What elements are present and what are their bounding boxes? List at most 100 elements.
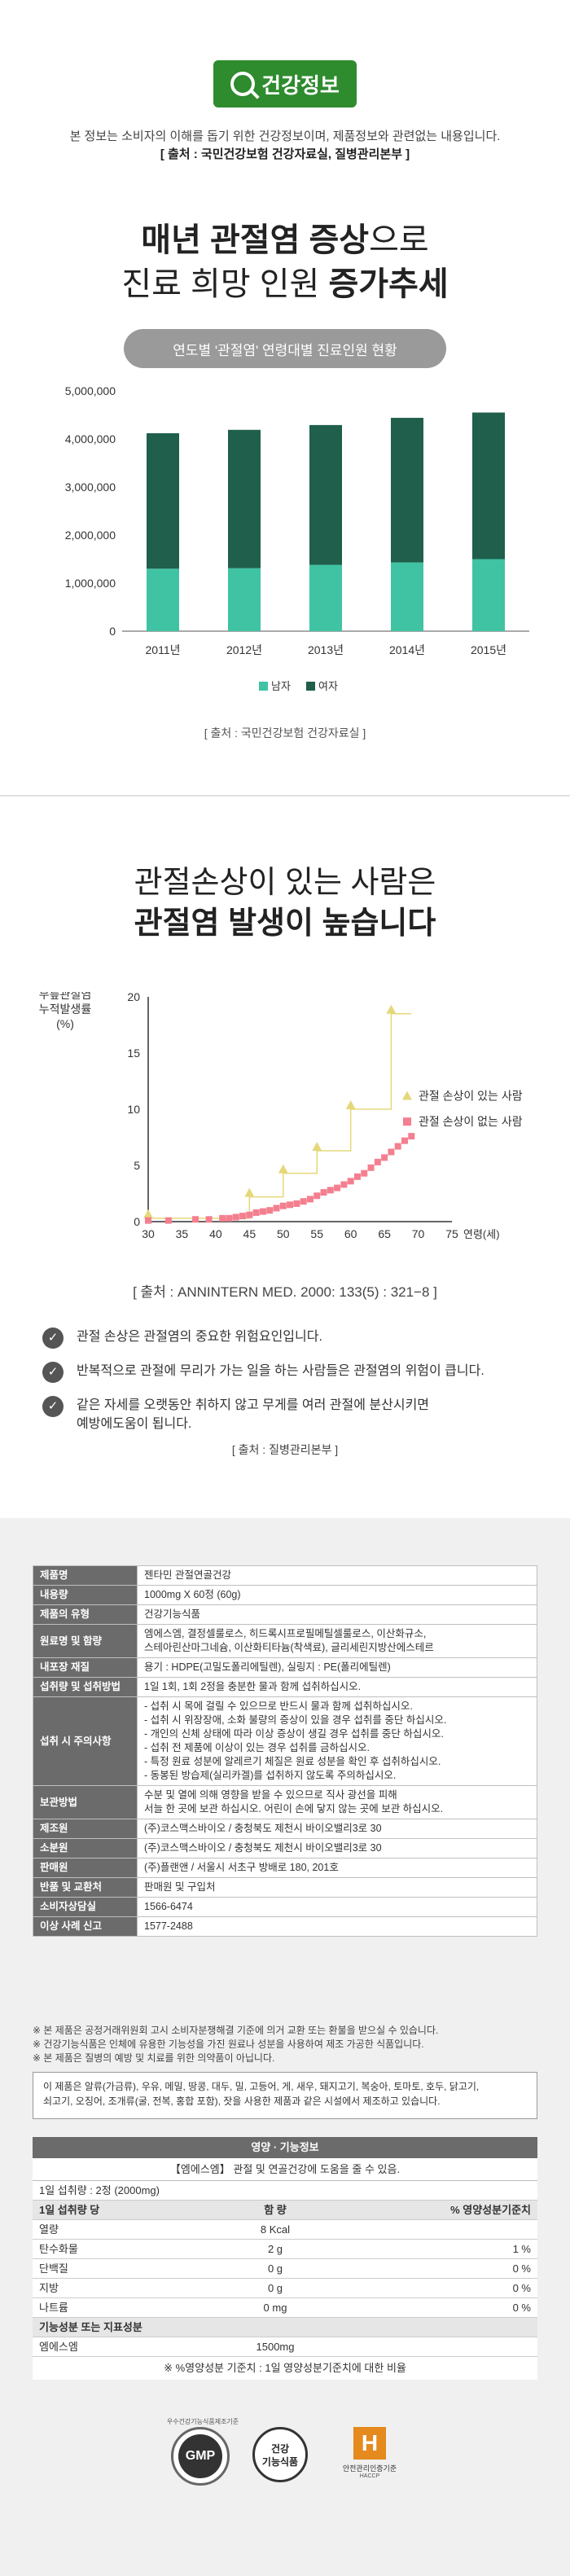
square-point	[361, 1170, 368, 1177]
func-name: 엠에스엠	[39, 2341, 78, 2353]
bar-segment	[391, 562, 423, 631]
headline1-bold: 매년 관절염 증상	[141, 222, 370, 258]
spec-row: 판매원 (주)플랜앤 / 서울시 서초구 방배로 180, 201호	[33, 1858, 537, 1878]
square-point	[388, 1148, 395, 1156]
square-point	[259, 1208, 266, 1215]
y-tick-label: 15	[127, 1047, 140, 1060]
func-pct	[349, 2337, 531, 2356]
nutrition-subtitle: 【엠에스엠】 관절 및 연골건강에 도움을 줄 수 있음.	[33, 2158, 537, 2181]
square-point	[164, 1217, 172, 1224]
nutrition-cell: 지방	[39, 2282, 59, 2294]
gmp-text: GMP	[178, 2434, 222, 2478]
spec-row: 반품 및 교환처 판매원 및 구입처	[33, 1877, 537, 1898]
spec-row: 내포장 재질 용기 : HDPE(고밀도폴리에틸렌), 실링지 : PE(폴리에틸…	[33, 1657, 537, 1678]
chart1-source: [ 출처 : 국민건강보험 건강자료실 ]	[204, 726, 366, 739]
spec-key: 반품 및 교환처	[33, 1877, 138, 1898]
nutrition-rows: 열량 8 Kcal 탄수화물 2 g 1 % 단백질 0 g 0 % 지방 0 g 0 % 나트륨 0 …	[33, 2220, 537, 2318]
section2-headline2: 관절염 발생이 높습니다	[134, 906, 436, 941]
legend-label: 여자	[318, 680, 338, 692]
intro-source: [ 출처 : 국민건강보험 건강자료실, 질병관리본부 ]	[160, 147, 410, 161]
spec-key: 내용량	[33, 1585, 138, 1605]
headline2-bold: 증가추세	[328, 266, 449, 302]
square-point	[381, 1154, 388, 1161]
nutrition-cell: 0 mg	[263, 2302, 287, 2314]
note-line: ※ 본 제품은 질병의 예방 및 치료를 위한 의약품이 아닙니다.	[33, 2052, 275, 2064]
legend-label: 관절 손상이 있는 사람	[419, 1089, 523, 1102]
triangle-point	[312, 1142, 322, 1152]
y-tick-label: 4,000,000	[65, 432, 116, 445]
nutrition-header-row: 1일 섭취량 당 함 량 % 영양성분기준치	[33, 2201, 537, 2220]
headline-line2: 진료 희망 인원 증가추세	[0, 257, 570, 305]
square-point	[334, 1184, 341, 1191]
y-tick-label: 5,000,000	[65, 384, 116, 397]
spec-key: 이상 사례 신고	[33, 1916, 138, 1937]
nutrition-cell: 단백질	[39, 2262, 68, 2275]
x-tick-label: 65	[378, 1227, 391, 1240]
nutrition-row: 지방 0 g 0 %	[33, 2279, 537, 2298]
bar-segment	[309, 564, 342, 631]
square-point	[353, 1173, 361, 1180]
x-tick-label: 2012년	[226, 643, 262, 656]
square-point	[408, 1133, 415, 1140]
product-info-section: 제품명 젠타민 관절연골건강 내용량 1000mg X 60정 (60g) 제품의 유형…	[0, 1518, 570, 2576]
square-point	[394, 1143, 401, 1150]
gmp-caption: 우수건강기능식품제조기준	[166, 2418, 239, 2425]
square-point	[367, 1164, 375, 1171]
func-header: 기능성분 또는 지표성분	[39, 2321, 142, 2333]
health-info-section: 건강정보 본 정보는 소비자의 이해를 돕기 위한 건강정보이며, 제품정보와 …	[0, 0, 570, 798]
legend-swatch	[306, 682, 315, 691]
square-point	[273, 1205, 280, 1212]
y-axis-label: 누적발생률	[39, 1003, 92, 1016]
square-point	[219, 1214, 226, 1222]
spec-value: 수분 및 열에 의해 영향을 받을 수 있으므로 직사 광선을 피해 서늘 한 …	[137, 1785, 537, 1819]
bullet-text: 같은 자세를 오랫동안 취하지 않고 무게를 여러 관절에 분산시키면 예방에도…	[77, 1398, 430, 1431]
spec-row: 소비자상담실 1566-6474	[33, 1897, 537, 1917]
note-line: ※ 본 제품은 공정거래위원회 고시 소비자분쟁해결 기준에 의거 교환 또는 …	[33, 2025, 439, 2036]
bullet-item: ✓ 같은 자세를 오랫동안 취하지 않고 무게를 여러 관절에 분산시키면 예방…	[42, 1396, 531, 1433]
allergy-notice: 이 제품은 알류(가금류), 우유, 메밀, 땅콩, 대두, 밀, 고등어, 게…	[33, 2072, 537, 2119]
y-axis-label: (%)	[56, 1017, 74, 1030]
square-point	[145, 1217, 151, 1224]
spec-value: 건강기능식품	[137, 1604, 537, 1625]
func-header-row: 기능성분 또는 지표성분	[33, 2318, 537, 2337]
triangle-point	[143, 1209, 153, 1218]
x-tick-label: 2015년	[471, 643, 506, 656]
haccp-mark: H	[353, 2427, 386, 2460]
legend-label: 관절 손상이 없는 사람	[419, 1115, 523, 1128]
bar-segment	[391, 418, 423, 563]
bar-segment	[228, 568, 261, 631]
y-tick-label: 20	[127, 992, 140, 1003]
legend-square	[403, 1117, 411, 1126]
x-tick-label: 35	[176, 1227, 189, 1240]
y-tick-label: 10	[127, 1103, 140, 1116]
headline2-light: 진료 희망 인원	[121, 266, 329, 302]
spec-row: 이상 사례 신고 1577-2488	[33, 1916, 537, 1937]
nutrition-header-cell: 1일 섭취량 당	[39, 2204, 100, 2216]
square-point	[293, 1200, 300, 1207]
y-axis-label: 무릎관절염	[39, 992, 91, 1001]
nutrition-header-cell: 함 량	[264, 2204, 287, 2216]
nutrition-cell: 2 g	[267, 2243, 283, 2255]
patients-bar-chart: 5,000,000 4,000,000 3,000,000 2,000,000 1,00…	[65, 384, 529, 692]
spec-value: 용기 : HDPE(고밀도폴리에틸렌), 실링지 : PE(폴리에틸렌)	[137, 1657, 537, 1678]
note-line: ※ 건강기능식품은 인체에 유용한 기능성을 가진 원료나 성분을 사용하여 제…	[33, 2038, 424, 2050]
square-point	[306, 1196, 314, 1203]
square-point	[374, 1158, 381, 1165]
nutrition-cell: 8 Kcal	[260, 2223, 291, 2236]
square-point	[279, 1202, 287, 1209]
spec-row: 소분원 (주)코스맥스바이오 / 충청북도 제천시 바이오밸리3로 30	[33, 1838, 537, 1858]
triangle-point	[345, 1100, 356, 1109]
triangle-point	[244, 1187, 255, 1197]
y-tick-label: 0	[134, 1215, 140, 1228]
spec-key: 섭취 시 주의사항	[33, 1696, 138, 1786]
health-functional-food-logo: 건강 기능식품	[252, 2427, 308, 2482]
square-point	[327, 1187, 334, 1194]
square-point	[347, 1178, 354, 1185]
legend-label: 남자	[271, 680, 291, 692]
spec-row: 제품명 젠타민 관절연골건강	[33, 1565, 537, 1586]
bar-segment	[147, 568, 179, 631]
health-info-badge: 건강정보	[213, 60, 357, 108]
x-tick-label: 2011년	[146, 643, 181, 656]
bullet-text: 반복적으로 관절에 무리가 가는 일을 하는 사람들은 관절염의 위험이 큽니다…	[77, 1364, 484, 1378]
